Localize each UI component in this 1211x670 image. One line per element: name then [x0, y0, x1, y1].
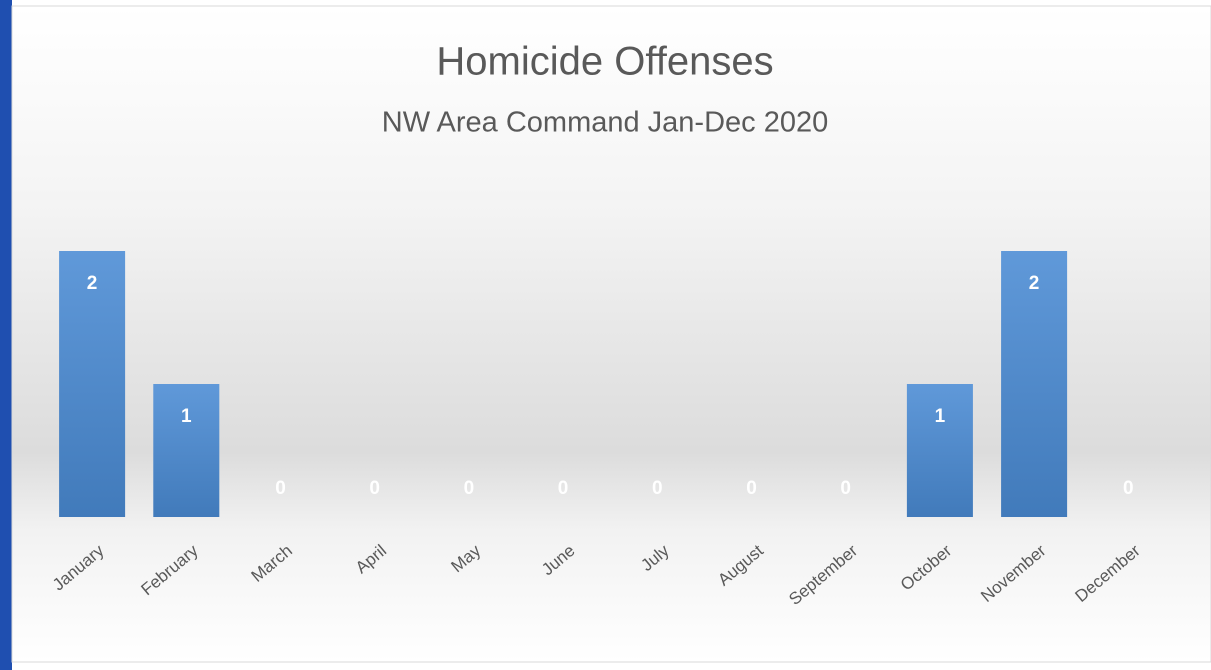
data-label: 1	[935, 406, 946, 427]
bar-shade	[1001, 251, 1068, 517]
bar-shade	[906, 384, 973, 517]
data-label: 0	[558, 478, 569, 499]
chart-title: Homicide Offenses	[436, 40, 773, 84]
data-label: 2	[87, 273, 98, 294]
data-label: 0	[652, 478, 663, 499]
data-label: 0	[746, 478, 757, 499]
bar-shade	[153, 384, 220, 517]
data-label: 0	[369, 478, 380, 499]
chart-subtitle: NW Area Command Jan-Dec 2020	[382, 107, 828, 139]
window-edge	[0, 0, 12, 670]
data-label: 1	[181, 406, 192, 427]
data-label: 0	[464, 478, 475, 499]
data-label: 0	[1123, 478, 1134, 499]
bar-shade	[59, 251, 126, 517]
data-label: 2	[1029, 273, 1040, 294]
data-label: 0	[840, 478, 851, 499]
data-label: 0	[275, 478, 286, 499]
